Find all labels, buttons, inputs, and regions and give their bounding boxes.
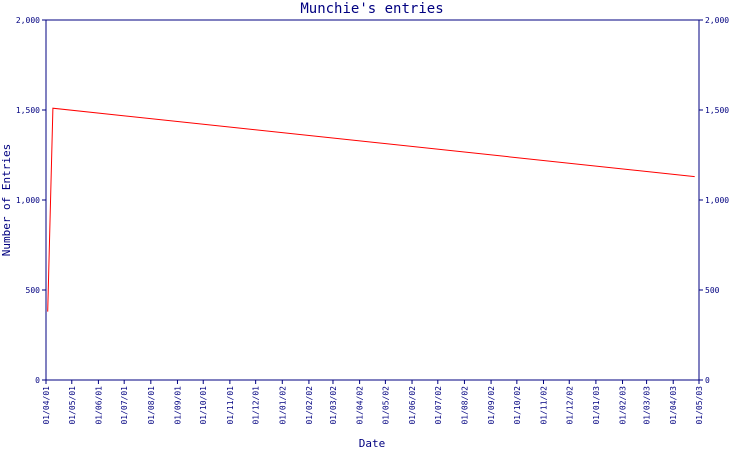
x-tick-label: 01/05/01 [68, 386, 77, 425]
x-tick-label: 01/12/01 [252, 386, 261, 425]
x-tick-label: 01/07/02 [434, 386, 443, 425]
y-tick-label-left: 1,000 [16, 196, 40, 205]
series-line [47, 107, 695, 312]
x-tick-label: 01/10/01 [199, 386, 208, 425]
x-tick-label: 01/09/01 [173, 386, 182, 425]
y-axis-label: Number of Entries [0, 144, 13, 257]
y-tick-label-left: 0 [35, 376, 40, 385]
x-axis-label: Date [359, 437, 386, 450]
y-tick-label-right: 1,000 [705, 196, 729, 205]
y-tick-label-left: 2,000 [16, 16, 40, 25]
x-tick-label: 01/04/03 [669, 386, 678, 425]
x-tick-label: 01/11/02 [539, 386, 548, 425]
x-tick-label: 01/07/01 [120, 386, 129, 425]
x-tick-label: 01/06/02 [408, 386, 417, 425]
x-tick-label: 01/11/01 [226, 386, 235, 425]
x-tick-label: 01/12/02 [565, 386, 574, 425]
x-tick-label: 01/01/03 [592, 386, 601, 425]
x-tick-label: 01/08/02 [460, 386, 469, 425]
y-tick-label-right: 0 [705, 376, 710, 385]
x-tick-label: 01/08/01 [147, 386, 156, 425]
x-tick-label: 01/09/02 [487, 386, 496, 425]
plot-area [45, 19, 700, 381]
y-tick-label-left: 500 [26, 286, 41, 295]
x-axis: 01/04/01 01/05/01 01/06/01 01/07/01 01/08/01… [42, 380, 704, 425]
x-tick-label: 01/04/02 [356, 386, 365, 425]
chart-title: Munchie's entries [300, 1, 443, 17]
y-tick-label-left: 1,500 [16, 106, 40, 115]
y-tick-label-right: 1,500 [705, 106, 729, 115]
y-axis-left: 0 500 1,000 1,500 2,000 [16, 16, 46, 385]
x-tick-label: 01/05/02 [381, 386, 390, 425]
x-tick-label: 01/03/02 [329, 386, 338, 425]
y-tick-label-right: 2,000 [705, 16, 729, 25]
x-tick-label: 01/04/01 [42, 386, 51, 425]
series-group [47, 107, 695, 312]
y-tick-label-right: 500 [705, 286, 720, 295]
y-axis-right: 0 500 1,000 1,500 2,000 [699, 16, 729, 385]
x-tick-label: 01/02/03 [619, 386, 628, 425]
x-tick-label: 01/06/01 [94, 386, 103, 425]
x-tick-label: 01/02/02 [305, 386, 314, 425]
x-tick-label: 01/01/02 [278, 386, 287, 425]
x-tick-label: 01/05/03 [695, 386, 704, 425]
x-tick-label: 01/10/02 [513, 386, 522, 425]
x-tick-label: 01/03/03 [643, 386, 652, 425]
